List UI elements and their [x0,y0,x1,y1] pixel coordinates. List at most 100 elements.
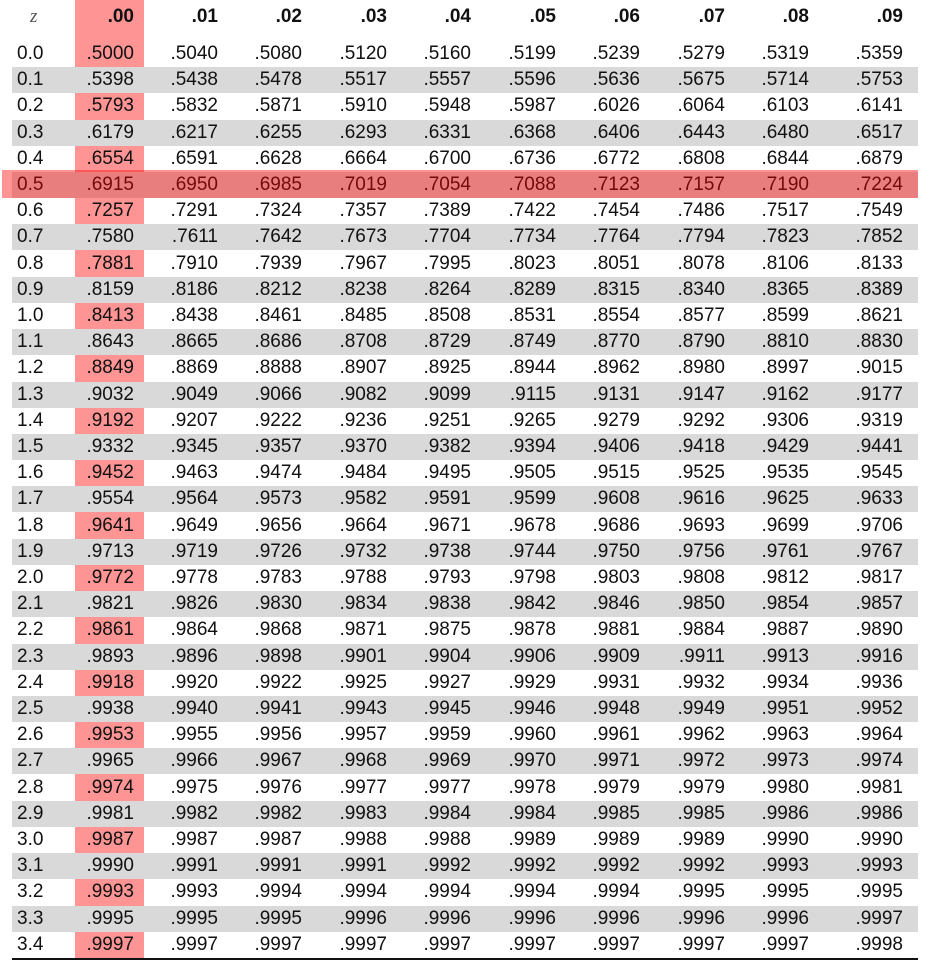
table-cell: .8830 [855,331,903,353]
bottom-rule [12,958,918,960]
table-cell: .6844 [761,147,809,169]
table-cell: .9940 [170,698,218,719]
table-cell: .9943 [339,698,387,719]
table-cell: .9706 [855,514,903,536]
table-cell: .9826 [170,593,218,615]
table-cell: .5160 [423,43,471,64]
table-cell: .9994 [254,881,302,903]
table-cell: .8508 [423,305,471,326]
table-cell: .9934 [761,671,809,693]
table-cell: .9678 [508,514,556,536]
table-cell: .9988 [423,829,471,850]
table-cell: .6591 [170,147,218,169]
table-cell: .9177 [855,383,903,405]
table-cell: .9554 [86,488,134,510]
z-value: 1.3 [17,383,44,405]
table-cell: .9842 [508,593,556,615]
table-cell: .9854 [761,593,809,615]
table-cell: .9656 [254,514,302,536]
table-row: 3.2 .9993 .9993 .9994 .9994 .9994 .9994 .9994 .9… [12,879,918,905]
table-cell: .5239 [592,43,640,64]
z-value: 0.1 [17,69,44,91]
table-cell: .6879 [855,147,903,169]
table-cell: .9979 [592,776,640,798]
table-cell: .8869 [170,357,218,379]
table-cell: .8925 [423,357,471,379]
table-cell: .9032 [86,383,134,405]
z-value: 3.1 [17,855,44,877]
z-value: 3.2 [17,881,44,903]
table-cell: .9960 [508,724,556,746]
table-cell: .9582 [339,488,387,510]
table-cell: .9744 [508,540,556,562]
table-cell: .9788 [339,567,387,588]
table-cell: .9997 [86,933,134,955]
table-cell: .8729 [423,331,471,353]
table-cell: .8888 [254,357,302,379]
table-row: 0.2 .5793 .5832 .5871 .5910 .5948 .5987 .6026 .6… [12,93,918,119]
table-cell: .7157 [677,174,725,195]
z-value: 2.5 [17,698,44,719]
table-cell: .9616 [677,488,725,510]
table-row: 1.0 .8413 .8438 .8461 .8485 .8508 .8531 .8554 .8… [12,303,918,329]
table-cell: .9834 [339,593,387,615]
z-value: 0.6 [17,200,44,222]
table-cell: .9846 [592,593,640,615]
table-cell: .9719 [170,540,218,562]
table-cell: .9929 [508,671,556,693]
table-cell: .9997 [339,933,387,955]
z-value: 0.9 [17,278,44,300]
table-cell: .5987 [508,95,556,117]
z-value: 1.8 [17,514,44,536]
table-cell: .9916 [855,645,903,667]
z-value: 2.8 [17,776,44,798]
table-cell: .5910 [339,95,387,117]
table-cell: .9066 [254,383,302,405]
table-cell: .9887 [761,619,809,641]
z-value: 2.4 [17,671,44,693]
table-cell: .9997 [508,933,556,955]
table-cell: .5636 [592,69,640,91]
table-cell: .5199 [508,43,556,64]
table-cell: .6443 [677,121,725,143]
table-cell: .9946 [508,698,556,719]
table-cell: .9817 [855,567,903,588]
table-cell: .7967 [339,252,387,274]
table-cell: .9985 [592,802,640,824]
z-value: 2.9 [17,802,44,824]
table-cell: .7324 [254,200,302,222]
table-cell: .9649 [170,514,218,536]
table-cell: .9995 [855,881,903,903]
table-cell: .9236 [339,409,387,431]
table-row: 0.5 .6915 .6950 .6985 .7019 .7054 .7088 .7123 .7… [12,172,918,198]
table-cell: .8944 [508,357,556,379]
table-cell: .9406 [592,436,640,457]
table-row: 3.4 .9997 .9997 .9997 .9997 .9997 .9997 .9997 .9… [12,932,918,958]
column-header: .07 [698,6,725,27]
table-cell: .9987 [254,829,302,850]
table-cell: .9332 [86,436,134,457]
z-value: 1.7 [17,488,44,510]
table-cell: .8708 [339,331,387,353]
table-cell: .7549 [855,200,903,222]
table-cell: .9909 [592,645,640,667]
table-cell: .5080 [254,43,302,64]
table-cell: .9955 [170,724,218,746]
table-cell: .9767 [855,540,903,562]
table-cell: .8186 [170,278,218,300]
table-cell: .6950 [170,174,218,195]
table-row: 0.8 .7881 .7910 .7939 .7967 .7995 .8023 .8051 .8… [12,251,918,277]
table-cell: .8810 [761,331,809,353]
table-cell: .9993 [170,881,218,903]
table-cell: .9970 [508,750,556,772]
table-cell: .9952 [855,698,903,719]
table-cell: .9893 [86,645,134,667]
table-cell: .9808 [677,567,725,588]
table-cell: .9992 [423,855,471,877]
table-cell: .5832 [170,95,218,117]
table-cell: .9941 [254,698,302,719]
table-cell: .6772 [592,147,640,169]
table-cell: .9429 [761,436,809,457]
table-cell: .8770 [592,331,640,353]
table-cell: .6700 [423,147,471,169]
